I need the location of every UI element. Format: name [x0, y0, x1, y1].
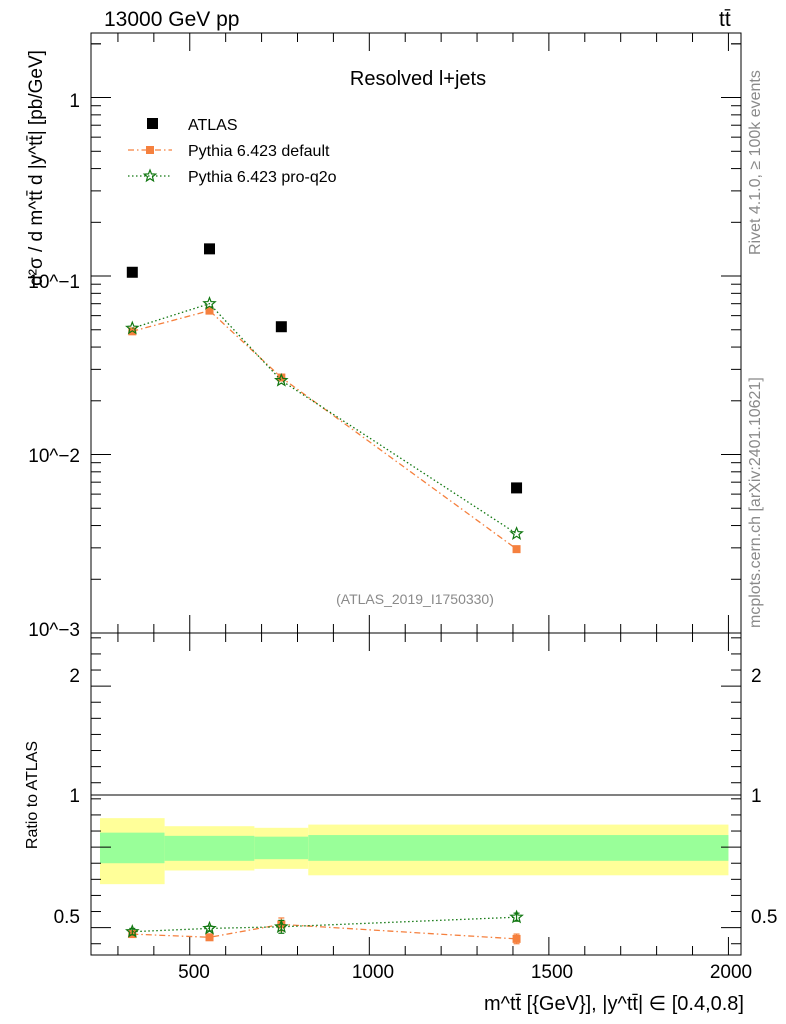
- main-panel: Resolved l+jets (ATLAS_2019_I1750330) 1 …: [26, 32, 742, 641]
- ratio-ytick-2-right: 2: [751, 666, 762, 687]
- ratio-point-star: [274, 919, 289, 934]
- xtick-label-500: 500: [178, 962, 210, 983]
- xtick-label-2000: 2000: [710, 962, 752, 983]
- rivet-version-label: Rivet 4.1.0, ≥ 100k events: [747, 70, 764, 255]
- data-point-square: [512, 545, 521, 554]
- ratio-ytick-1-left: 1: [69, 786, 80, 807]
- ratio-point-star: [509, 909, 524, 924]
- ratio-series: [125, 909, 524, 945]
- energy-label: 13000 GeV pp: [104, 8, 239, 31]
- ratio-xlabel: m^tt̄ [{GeV}], |y^tt̄| ∈ [0.4,0.8]: [484, 993, 744, 1015]
- ytick-label-1: 1: [69, 91, 80, 112]
- legend-label-pythia-proq2o: Pythia 6.423 pro-q2o: [188, 169, 337, 186]
- mcplots-label: mcplots.cern.ch [arXiv:2401.10621]: [747, 377, 764, 628]
- ratio-series-line-1: [132, 916, 517, 933]
- data-point-square: [205, 306, 214, 315]
- uncertainty-band-inner: [254, 836, 309, 860]
- ratio-bands: [99, 818, 729, 885]
- legend-marker-pythia-default: [146, 146, 154, 154]
- uncertainty-band-inner: [164, 835, 255, 861]
- ytick-label-1e-2: 10^−2: [28, 446, 80, 467]
- ratio-ytick-05-right: 0.5: [751, 907, 777, 928]
- data-point-square: [511, 482, 523, 494]
- ytick-label-1e-3: 10^−3: [28, 620, 80, 641]
- ytick-label-1e-1: 10^−1: [28, 272, 80, 293]
- data-point-square: [126, 266, 138, 278]
- main-ylabel: d²σ / d m^tt̄ d |y^tt̄| [pb/GeV]: [26, 50, 47, 286]
- data-point-star: [274, 372, 289, 387]
- main-series: [125, 243, 524, 554]
- ratio-ytick-05-left: 0.5: [54, 907, 80, 928]
- series-line-1: [132, 309, 517, 550]
- ratio-ytick-1-right: 1: [751, 786, 762, 807]
- legend-marker-atlas: [147, 118, 158, 129]
- data-point-star: [509, 526, 524, 540]
- ratio-frame: [90, 632, 742, 956]
- ratio-series-line-0: [132, 923, 517, 940]
- ratio-axis-ticks: [91, 633, 741, 955]
- ratio-point-star: [202, 920, 217, 935]
- series-line-2: [132, 302, 517, 535]
- data-point-square: [204, 243, 216, 255]
- ratio-ylabel: Ratio to ATLAS: [24, 741, 41, 849]
- main-title: Resolved l+jets: [350, 68, 486, 90]
- uncertainty-band-inner: [308, 835, 729, 861]
- legend-label-atlas: ATLAS: [188, 117, 238, 134]
- uncertainty-band-inner: [99, 832, 165, 864]
- ratio-panel: 2 1 0.5 2 1 0.5 500 1000 1500 2000 Ratio…: [24, 632, 777, 1015]
- data-point-square: [277, 373, 286, 382]
- xtick-label-1000: 1000: [352, 962, 394, 983]
- main-axis-ticks: [91, 33, 741, 634]
- legend-label-pythia-default: Pythia 6.423 default: [188, 143, 330, 160]
- legend-marker-pythia-proq2o: [142, 168, 158, 183]
- ratio-ytick-2-left: 2: [69, 666, 80, 687]
- ratio-point-square: [512, 934, 521, 943]
- data-point-star: [202, 296, 217, 310]
- process-label: tt̄: [719, 8, 731, 31]
- xtick-label-1500: 1500: [531, 962, 573, 983]
- ratio-point-square: [205, 933, 214, 942]
- data-point-star: [125, 320, 140, 335]
- analysis-watermark: (ATLAS_2019_I1750330): [336, 591, 494, 607]
- ratio-point-star: [125, 924, 140, 938]
- data-point-square: [275, 321, 287, 333]
- legend: ATLAS Pythia 6.423 default Pythia 6.423 …: [128, 117, 337, 186]
